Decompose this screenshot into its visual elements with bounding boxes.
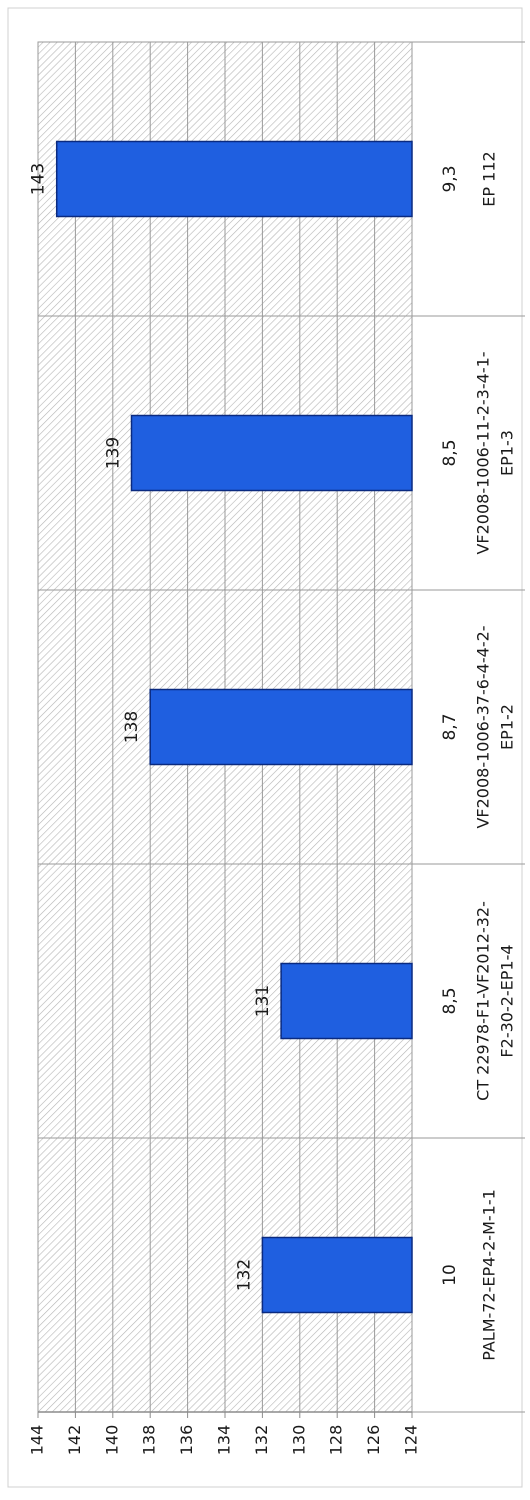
tick-label: 140 bbox=[102, 1425, 121, 1456]
data-label: 131 bbox=[253, 985, 273, 1017]
bar bbox=[280, 962, 413, 1040]
tick-label: 142 bbox=[65, 1425, 84, 1456]
tick-label: 136 bbox=[177, 1425, 196, 1456]
category-sublabel: 8,5 bbox=[440, 987, 460, 1014]
tick-label: 130 bbox=[289, 1425, 308, 1456]
bar bbox=[149, 688, 413, 766]
data-label: 132 bbox=[234, 1259, 254, 1291]
bar bbox=[130, 414, 413, 492]
tick-label: 134 bbox=[215, 1425, 234, 1456]
category-label: VF2008-1006-37-6-4-4-2- bbox=[474, 625, 493, 828]
category-label: EP 112 bbox=[480, 151, 499, 206]
tick-label: 128 bbox=[327, 1425, 346, 1456]
tick-label: 126 bbox=[364, 1425, 383, 1456]
tick-label: 138 bbox=[140, 1425, 159, 1456]
category-label: F2-30-2-EP1-4 bbox=[498, 944, 517, 1057]
category-sublabel: 8,5 bbox=[440, 439, 460, 466]
category-sublabel: 10 bbox=[440, 1264, 460, 1286]
category-label: EP1-2 bbox=[498, 704, 517, 750]
tick-label: 132 bbox=[252, 1425, 271, 1456]
bar bbox=[261, 1236, 413, 1314]
category-sublabel: 9,3 bbox=[440, 165, 460, 192]
category-label: PALM-72-EP4-2-M-1-1 bbox=[480, 1189, 499, 1361]
plot-area: 124 126 128 130 132 134 136 138 140 142 144 132 10 PA… bbox=[28, 41, 525, 1456]
data-label: 143 bbox=[29, 163, 49, 195]
tick-label: 144 bbox=[28, 1425, 47, 1456]
category-sublabel: 8,7 bbox=[440, 713, 460, 740]
data-label: 138 bbox=[122, 711, 142, 743]
category-label: CT 22978-F1-VF2012-32- bbox=[474, 901, 493, 1101]
data-label: 139 bbox=[104, 437, 124, 469]
bar bbox=[55, 140, 413, 218]
tick-label: 124 bbox=[402, 1425, 421, 1456]
category-label: VF2008-1006-11-2-3-4-1- bbox=[474, 351, 493, 554]
category-label: EP1-3 bbox=[498, 430, 517, 476]
